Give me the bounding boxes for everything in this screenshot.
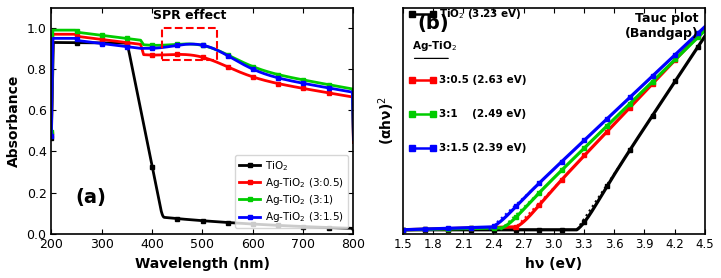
Y-axis label: Absorbance: Absorbance	[7, 75, 21, 167]
TiO$_2$	[47, 136, 56, 140]
Line: Ag-TiO$_2$ (3:0.5): Ag-TiO$_2$ (3:0.5)	[49, 32, 356, 145]
Ag-TiO$_2$ (3:0.5)	[48, 33, 57, 36]
Ag-TiO$_2$ (3:1.5)	[349, 138, 358, 141]
Ag-TiO$_2$ (3:1)	[48, 28, 57, 32]
Ag-TiO$_2$ (3:0.5)	[47, 132, 56, 136]
Ag-TiO$_2$ (3:1)	[184, 42, 193, 46]
Text: 3:1.5 (2.39 eV): 3:1.5 (2.39 eV)	[439, 143, 526, 153]
Ag-TiO$_2$ (3:0.5)	[249, 75, 258, 79]
Ag-TiO$_2$ (3:0.5)	[275, 82, 283, 85]
Text: (b): (b)	[417, 14, 449, 33]
Text: Ag-TiO$_2$: Ag-TiO$_2$	[412, 39, 457, 53]
TiO$_2$	[184, 218, 193, 221]
TiO$_2$	[101, 41, 110, 44]
Ag-TiO$_2$ (3:1)	[125, 37, 134, 41]
TiO$_2$	[249, 222, 258, 226]
Ag-TiO$_2$ (3:0.5)	[226, 66, 234, 70]
TiO$_2$	[275, 224, 283, 227]
X-axis label: Wavelength (nm): Wavelength (nm)	[135, 257, 270, 271]
Ag-TiO$_2$ (3:0.5)	[184, 53, 193, 56]
TiO$_2$	[49, 41, 58, 44]
Text: (a): (a)	[76, 187, 107, 207]
Ag-TiO$_2$ (3:0.5)	[125, 41, 134, 44]
Text: Tauc plot
(Bandgap): Tauc plot (Bandgap)	[625, 12, 699, 40]
Ag-TiO$_2$ (3:1.5)	[47, 134, 56, 138]
Ag-TiO$_2$ (3:0.5)	[101, 38, 110, 41]
Ag-TiO$_2$ (3:1)	[275, 73, 283, 76]
Ag-TiO$_2$ (3:1.5)	[226, 55, 234, 59]
Legend: TiO$_2$, Ag-TiO$_2$ (3:0.5), Ag-TiO$_2$ (3:1), Ag-TiO$_2$ (3:1.5): TiO$_2$, Ag-TiO$_2$ (3:0.5), Ag-TiO$_2$ …	[235, 155, 348, 229]
X-axis label: hν (eV): hν (eV)	[525, 257, 583, 271]
TiO$_2$	[349, 229, 358, 232]
TiO$_2$	[125, 53, 134, 56]
Ag-TiO$_2$ (3:1)	[249, 65, 258, 69]
Ag-TiO$_2$ (3:1.5)	[101, 42, 110, 46]
Line: TiO$_2$: TiO$_2$	[49, 40, 356, 233]
Ag-TiO$_2$ (3:1)	[101, 34, 110, 38]
Ag-TiO$_2$ (3:1)	[226, 54, 234, 58]
Ag-TiO$_2$ (3:1.5)	[184, 43, 193, 46]
Ag-TiO$_2$ (3:1.5)	[125, 45, 134, 49]
Ag-TiO$_2$ (3:1.5)	[275, 76, 283, 80]
Ag-TiO$_2$ (3:1)	[349, 136, 358, 139]
Line: Ag-TiO$_2$ (3:1.5): Ag-TiO$_2$ (3:1.5)	[49, 36, 356, 142]
TiO$_2$	[226, 221, 234, 224]
Text: TiO$_2$ (3.23 eV): TiO$_2$ (3.23 eV)	[439, 7, 521, 21]
Text: 3:1    (2.49 eV): 3:1 (2.49 eV)	[439, 109, 526, 119]
Line: Ag-TiO$_2$ (3:1): Ag-TiO$_2$ (3:1)	[49, 28, 356, 140]
Text: 3:0.5 (2.63 eV): 3:0.5 (2.63 eV)	[439, 75, 526, 85]
Ag-TiO$_2$ (3:1)	[47, 130, 56, 133]
Ag-TiO$_2$ (3:1.5)	[48, 37, 57, 40]
Text: SPR effect: SPR effect	[153, 9, 226, 22]
Ag-TiO$_2$ (3:0.5)	[349, 141, 358, 144]
Y-axis label: (αhν)$^2$: (αhν)$^2$	[376, 96, 397, 145]
Ag-TiO$_2$ (3:1.5)	[249, 68, 258, 71]
